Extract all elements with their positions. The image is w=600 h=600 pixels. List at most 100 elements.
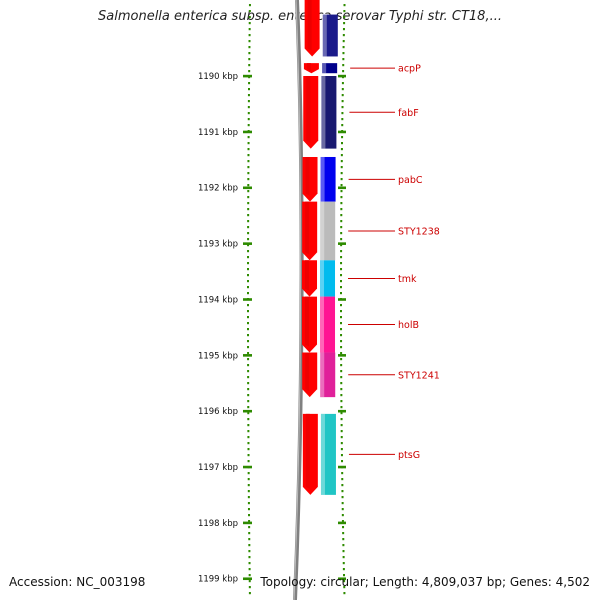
minor-tick <box>341 520 344 523</box>
minor-tick <box>342 538 345 541</box>
minor-tick <box>340 328 343 331</box>
minor-tick <box>247 370 250 373</box>
major-tick <box>338 298 346 301</box>
minor-tick <box>248 568 251 571</box>
gene-block-holb <box>320 296 336 353</box>
tick-label: 1192 kbp <box>198 184 238 194</box>
minor-tick <box>340 190 343 193</box>
gene-label-acpp: acpP <box>398 64 421 75</box>
cds-arrow <box>302 201 318 261</box>
minor-tick <box>340 148 343 151</box>
minor-tick <box>247 100 250 103</box>
cds-arrow-shade <box>305 260 310 291</box>
minor-tick <box>340 304 343 307</box>
minor-tick <box>340 418 343 421</box>
minor-tick <box>340 184 343 187</box>
accession-text: Accession: NC_003198 <box>9 575 146 589</box>
cds-arrow-shade <box>306 63 311 72</box>
gene-track <box>320 14 338 495</box>
major-tick <box>338 130 346 134</box>
major-tick <box>338 409 346 413</box>
minor-tick <box>343 4 346 7</box>
tick-label: 1195 kbp <box>198 351 238 361</box>
minor-tick <box>247 232 250 235</box>
minor-tick <box>340 178 343 181</box>
minor-tick <box>340 292 343 295</box>
tick-label: 1196 kbp <box>198 407 238 417</box>
minor-tick <box>342 70 345 73</box>
major-tick <box>338 577 346 581</box>
gene-block-shade <box>321 76 326 149</box>
minor-tick <box>248 82 251 85</box>
minor-tick <box>342 550 345 553</box>
minor-tick <box>247 196 250 199</box>
tick-label: 1197 kbp <box>198 463 238 473</box>
inner-tick-ring <box>338 4 346 595</box>
minor-tick <box>247 424 250 427</box>
minor-tick <box>247 334 250 337</box>
minor-tick <box>340 322 343 325</box>
minor-tick <box>343 580 346 583</box>
minor-tick <box>248 22 251 25</box>
minor-tick <box>247 94 250 97</box>
minor-tick <box>247 262 250 265</box>
gene-block-ptsg <box>320 413 336 495</box>
minor-tick <box>247 352 250 355</box>
minor-tick <box>248 538 251 541</box>
minor-tick <box>247 340 250 343</box>
minor-tick <box>340 244 343 247</box>
minor-tick <box>247 244 250 247</box>
minor-tick <box>341 478 344 481</box>
minor-tick <box>340 364 343 367</box>
minor-tick <box>341 94 344 97</box>
minor-tick <box>247 184 250 187</box>
genome-summary-text: Topology: circular; Length: 4,809,037 bp… <box>260 575 590 589</box>
minor-tick <box>247 226 250 229</box>
minor-tick <box>341 112 344 115</box>
minor-tick <box>247 328 250 331</box>
minor-tick <box>247 364 250 367</box>
gene-labels: acpP fabF pabC STY1238 tmk holB STY1241 ptsG <box>348 64 440 461</box>
tick-label: 1199 kbp <box>198 575 238 585</box>
minor-tick <box>342 556 345 559</box>
minor-tick <box>341 88 344 91</box>
minor-tick <box>340 250 343 253</box>
minor-tick <box>341 496 344 499</box>
gene-block-shade <box>320 296 325 353</box>
minor-tick <box>248 46 251 49</box>
minor-tick <box>248 58 251 61</box>
major-tick <box>338 521 346 525</box>
cds-arrow <box>302 260 318 297</box>
minor-tick <box>247 88 250 91</box>
minor-tick <box>340 214 343 217</box>
minor-tick <box>247 418 250 421</box>
tick-label: 1194 kbp <box>198 295 238 305</box>
minor-tick <box>340 256 343 259</box>
minor-tick <box>247 118 250 121</box>
gene-block-sty1241 <box>320 352 336 398</box>
minor-tick <box>247 484 250 487</box>
tick-label: 1190 kbp <box>198 72 238 82</box>
gene-block-shade <box>320 201 325 261</box>
minor-tick <box>340 424 343 427</box>
minor-tick <box>340 346 343 349</box>
minor-tick <box>247 124 250 127</box>
minor-tick <box>247 214 250 217</box>
minor-tick <box>247 190 250 193</box>
minor-tick <box>341 508 344 511</box>
minor-tick <box>248 34 251 37</box>
map-title: Salmonella enterica subsp. enterica sero… <box>98 9 502 24</box>
tick-label: 1198 kbp <box>198 519 238 529</box>
minor-tick <box>342 532 345 535</box>
minor-tick <box>248 16 251 19</box>
minor-tick <box>247 136 250 139</box>
minor-tick <box>341 106 344 109</box>
gene-label-ptsg: ptsG <box>398 450 420 461</box>
minor-tick <box>340 352 343 355</box>
major-tick <box>243 409 252 413</box>
minor-tick <box>340 286 343 289</box>
minor-tick <box>340 412 343 415</box>
gene-block-sty1238 <box>320 201 336 261</box>
minor-tick <box>340 430 343 433</box>
